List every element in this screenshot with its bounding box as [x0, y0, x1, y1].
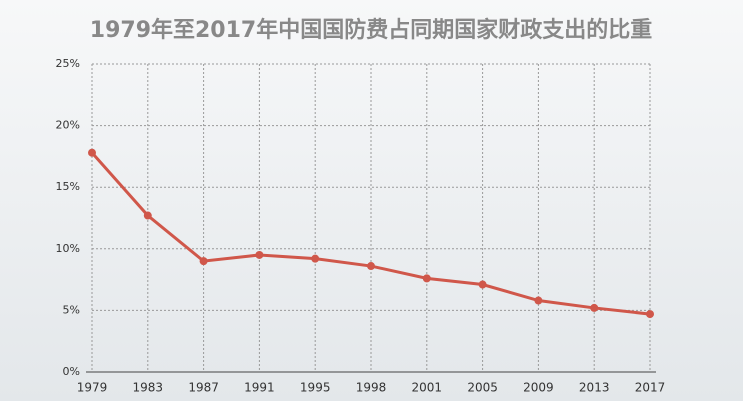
x-tick-label: 2009 [523, 381, 554, 395]
x-tick-label: 2013 [579, 381, 610, 395]
x-tick-label: 2017 [635, 381, 666, 395]
data-point [646, 310, 654, 319]
data-point [311, 254, 320, 263]
x-tick-label: 1991 [244, 381, 275, 395]
x-tick-label: 2001 [412, 381, 443, 395]
data-point [199, 257, 208, 266]
x-tick-label: 1998 [356, 381, 387, 395]
y-tick-label: 5% [63, 303, 80, 316]
data-point [590, 303, 599, 312]
data-point [478, 280, 487, 289]
y-tick-label: 20% [56, 119, 80, 132]
data-point [143, 211, 152, 220]
x-tick-label: 1979 [77, 381, 108, 395]
data-point [88, 148, 96, 157]
chart-title: 1979年至2017年中国国防费占同期国家财政支出的比重 [90, 17, 652, 43]
data-point [255, 250, 264, 259]
y-tick-label: 0% [63, 365, 80, 378]
data-point [422, 274, 431, 283]
y-tick-label: 25% [56, 57, 80, 70]
y-tick-label: 15% [56, 180, 80, 193]
x-tick-label: 1983 [133, 381, 164, 395]
x-tick-label: 1987 [188, 381, 219, 395]
x-tick-label: 1995 [300, 381, 331, 395]
data-point [534, 296, 543, 305]
x-tick-label: 2005 [467, 381, 498, 395]
data-point [367, 262, 375, 271]
y-tick-label: 10% [56, 242, 80, 255]
